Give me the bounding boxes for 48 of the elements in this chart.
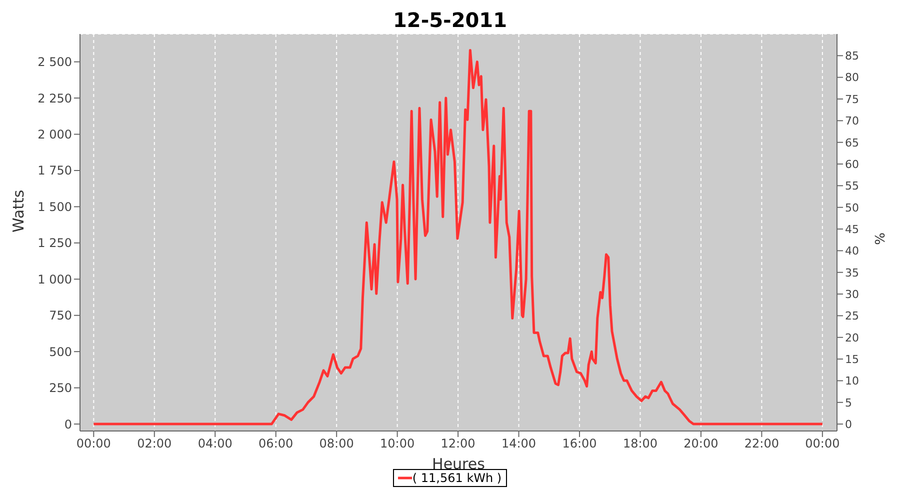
y2-tick-label: 65 — [845, 136, 859, 150]
y2-tick-label: 5 — [845, 396, 852, 410]
x-axis-title: Heures — [432, 455, 486, 473]
y2-tick-label: 50 — [845, 201, 859, 214]
y-tick-label: 750 — [49, 308, 72, 323]
chart-title: 12-5-2011 — [392, 8, 508, 34]
y2-tick-label: 10 — [845, 374, 859, 388]
y2-tick-label: 30 — [845, 288, 859, 301]
x-tick-label: 22:00 — [744, 436, 779, 451]
x-tick-label: 04:00 — [198, 436, 232, 451]
y-tick-label: 0 — [64, 417, 72, 432]
y-tick-label: 1 750 — [38, 164, 72, 178]
y2-axis-title: % — [874, 232, 889, 245]
y-tick-label: 1 250 — [38, 236, 72, 250]
y-tick-label: 1 000 — [38, 272, 72, 286]
y2-tick-label: 55 — [845, 180, 859, 193]
y2-tick-label: 40 — [845, 244, 859, 258]
legend-label: ( 11,561 kWh ) — [412, 471, 502, 485]
y2-tick-label: 85 — [845, 50, 859, 63]
y-tick-label: 250 — [49, 381, 72, 396]
y2-tick-label: 0 — [845, 418, 852, 431]
y2-tick-label: 75 — [845, 92, 859, 106]
x-tick-label: 16:00 — [562, 436, 597, 451]
x-tick-label: 18:00 — [622, 436, 658, 451]
x-tick-label: 20:00 — [684, 436, 718, 451]
y2-tick-label: 45 — [845, 222, 859, 236]
x-tick-label: 14:00 — [501, 436, 536, 451]
x-tick-label: 12:00 — [440, 436, 476, 451]
x-tick-label: 00:00 — [76, 436, 111, 451]
x-tick-label: 08:00 — [319, 436, 354, 451]
y-tick-label: 1 500 — [38, 200, 72, 214]
y2-tick-label: 70 — [845, 114, 859, 128]
x-tick-label: 00:00 — [805, 436, 840, 451]
x-tick-label: 02:00 — [137, 436, 172, 451]
y2-tick-label: 60 — [845, 158, 859, 171]
y2-tick-label: 15 — [845, 352, 859, 366]
y2-tick-label: 25 — [845, 310, 859, 323]
y-tick-label: 500 — [49, 344, 72, 359]
y-tick-label: 2 500 — [38, 55, 72, 70]
y-tick-label: 2 250 — [38, 91, 72, 106]
line-series — [92, 48, 824, 426]
y2-tick-label: 35 — [845, 266, 859, 280]
y2-tick-label: 20 — [845, 331, 859, 344]
y-axis-title: Watts — [9, 190, 28, 232]
x-tick-label: 06:00 — [258, 436, 294, 451]
y2-tick-label: 80 — [845, 71, 859, 84]
x-tick-label: 10:00 — [380, 436, 415, 451]
y-tick-label: 2 000 — [38, 128, 72, 142]
